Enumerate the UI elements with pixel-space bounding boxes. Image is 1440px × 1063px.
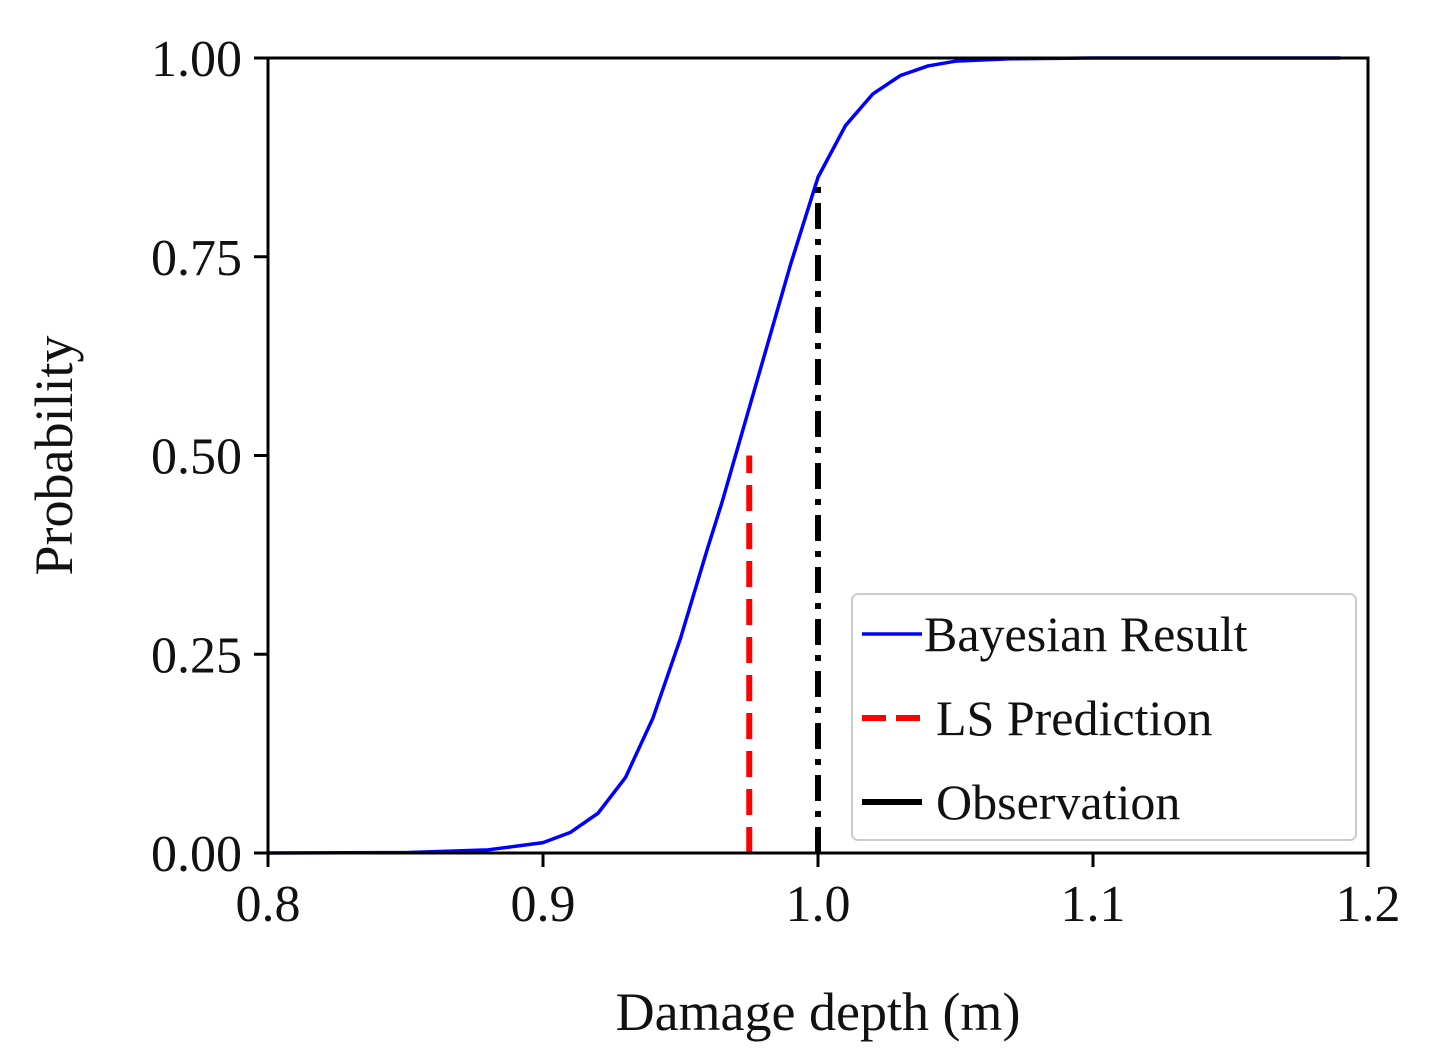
y-tick-label: 0.50 <box>151 429 242 486</box>
x-tick-label: 0.9 <box>511 876 576 933</box>
legend-label-bayesian-result: Bayesian Result <box>924 606 1248 662</box>
legend-box <box>851 593 1357 841</box>
y-tick-label: 0.75 <box>151 230 242 287</box>
x-tick-label: 0.8 <box>236 876 301 933</box>
legend-label-observation: Observation <box>936 774 1180 830</box>
y-tick-label: 1.00 <box>151 31 242 88</box>
series-layer <box>267 56 1341 855</box>
y-tick-label: 0.25 <box>151 627 242 684</box>
legend-label-ls-prediction: LS Prediction <box>936 690 1212 746</box>
x-axis-label: Damage depth (m) <box>616 982 1021 1042</box>
y-axis-label: Probability <box>24 336 84 576</box>
y-axis: 0.00 0.25 0.50 0.75 1.00 <box>151 31 268 883</box>
x-tick-label: 1.2 <box>1336 876 1401 933</box>
x-tick-label: 1.1 <box>1061 876 1126 933</box>
legend: Bayesian Result LS Prediction Observatio… <box>851 593 1357 841</box>
x-tick-label: 1.0 <box>786 876 851 933</box>
series-bayesian-result-line <box>267 56 1341 855</box>
x-axis: 0.8 0.9 1.0 1.1 1.2 <box>236 853 1401 933</box>
y-tick-label: 0.00 <box>151 826 242 883</box>
